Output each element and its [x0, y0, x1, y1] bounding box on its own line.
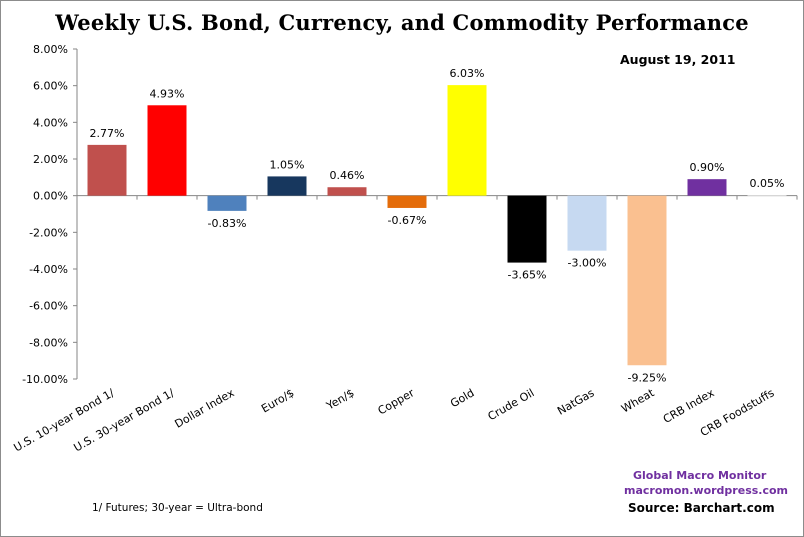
y-tick-label: -6.00% — [29, 300, 68, 313]
category-label: U.S. 10-year Bond 1/ — [11, 386, 116, 454]
y-tick-label: 4.00% — [33, 116, 68, 129]
category-label: Copper — [376, 386, 417, 417]
category-label: Crude Oil — [486, 386, 537, 423]
x-axis — [76, 195, 798, 200]
source-text: Source: Barchart.com — [628, 501, 775, 515]
bar — [267, 176, 307, 196]
bar — [327, 187, 367, 196]
y-tick-label: -8.00% — [29, 336, 68, 349]
category-label: NatGas — [555, 386, 597, 418]
data-label: 6.03% — [450, 67, 485, 80]
data-label: -3.00% — [568, 257, 607, 270]
data-label: 0.46% — [330, 169, 365, 182]
chart-title: Weekly U.S. Bond, Currency, and Commodit… — [55, 10, 749, 35]
data-label: 2.77% — [90, 127, 125, 140]
y-tick-label: -10.00% — [22, 373, 68, 386]
data-label: -0.67% — [388, 214, 427, 227]
chart-date: August 19, 2011 — [620, 52, 736, 67]
bar — [387, 195, 427, 208]
bars — [87, 85, 787, 366]
bar — [747, 194, 787, 196]
data-label: 4.93% — [150, 87, 185, 100]
data-label: -0.83% — [208, 217, 247, 230]
y-tick-label: 2.00% — [33, 153, 68, 166]
data-label: 1.05% — [270, 158, 305, 171]
category-label: U.S. 30-year Bond 1/ — [71, 386, 176, 454]
y-tick-label: -4.00% — [29, 263, 68, 276]
category-label: Euro/$ — [259, 386, 296, 415]
data-label: -3.65% — [508, 269, 547, 282]
data-label: -9.25% — [628, 371, 667, 384]
y-tick-label: -2.00% — [29, 226, 68, 239]
data-label: 0.05% — [750, 177, 785, 190]
credit-name: Global Macro Monitor — [633, 469, 767, 482]
data-label: 0.90% — [690, 161, 725, 174]
category-label: Gold — [448, 386, 476, 410]
bar — [87, 144, 127, 196]
bar — [147, 105, 187, 196]
category-label: Dollar Index — [173, 386, 237, 431]
data-labels: 2.77% 4.93% -0.83% 1.05% 0.46% -0.67% 6.03% -3.… — [90, 67, 785, 384]
bar — [507, 195, 547, 263]
footnote: 1/ Futures; 30-year = Ultra-bond — [92, 502, 263, 514]
bar — [687, 179, 727, 196]
credit-url: macromon.wordpress.com — [624, 484, 789, 497]
y-tick-label: 6.00% — [33, 80, 68, 93]
y-axis: 8.00% 6.00% 4.00% 2.00% 0.00% -2.00% -4.00% -6.… — [22, 43, 78, 386]
bar — [447, 85, 487, 196]
bar — [567, 195, 607, 251]
category-label: Wheat — [619, 386, 657, 415]
y-tick-label: 8.00% — [33, 43, 68, 56]
category-label: Yen/$ — [323, 386, 356, 413]
category-label: CRB Index — [661, 386, 717, 426]
bar — [207, 195, 247, 211]
category-labels: U.S. 10-year Bond 1/U.S. 30-year Bond 1/… — [11, 386, 776, 454]
bar — [627, 195, 667, 366]
y-tick-label: 0.00% — [33, 190, 68, 203]
